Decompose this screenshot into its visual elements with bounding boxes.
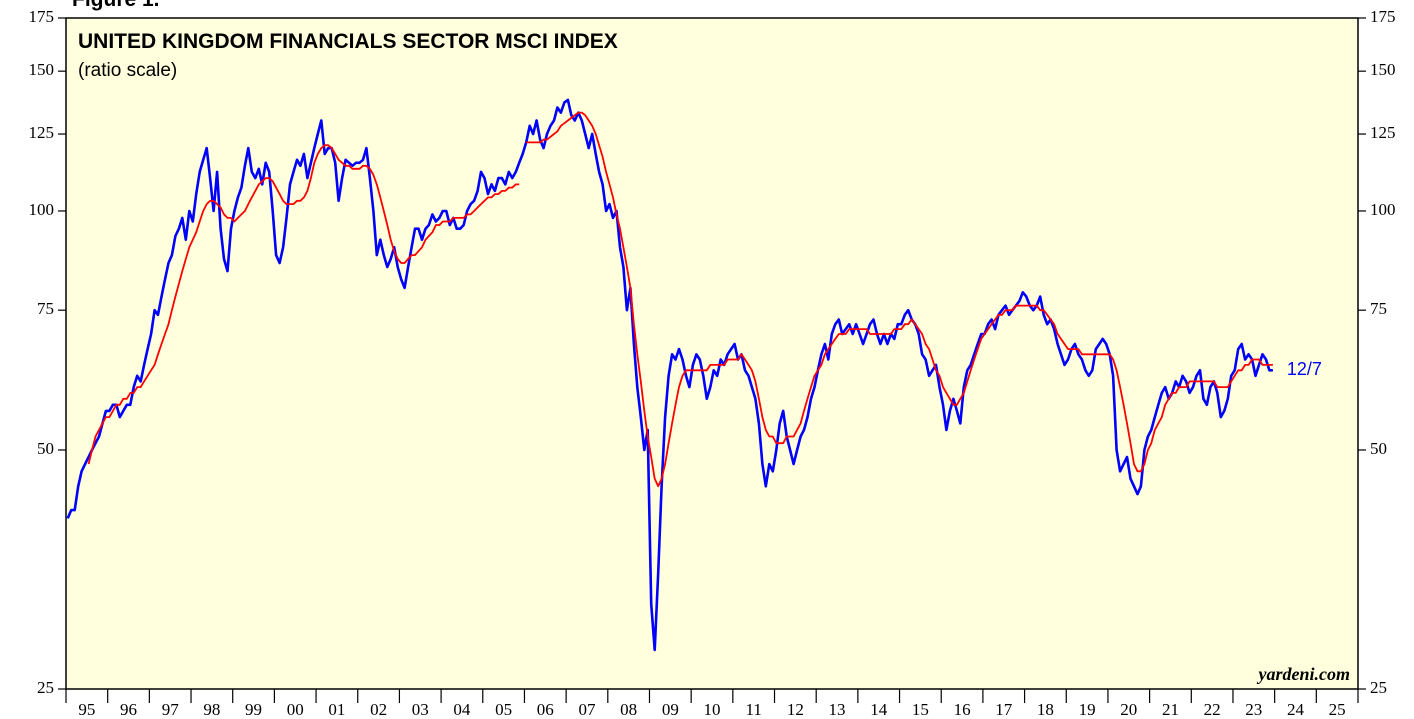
- y-tick-label: 125: [29, 123, 55, 142]
- y-tick-label: 100: [29, 200, 55, 219]
- x-tick-label: 08: [620, 700, 637, 719]
- y-tick-label: 75: [37, 299, 54, 318]
- x-tick-label: 02: [370, 700, 387, 719]
- x-tick-label: 03: [412, 700, 429, 719]
- y2-tick-label: 175: [1370, 7, 1396, 26]
- x-tick-label: 14: [870, 700, 888, 719]
- series-line: [87, 111, 1273, 488]
- chart-title: UNITED KINGDOM FINANCIALS SECTOR MSCI IN…: [78, 30, 618, 53]
- y2-tick-label: 75: [1370, 299, 1387, 318]
- x-tick-label: 21: [1162, 700, 1179, 719]
- y2-tick-label: 25: [1370, 678, 1387, 697]
- x-tick-label: 15: [912, 700, 929, 719]
- y2-tick-label: 50: [1370, 439, 1387, 458]
- x-tick-label: 10: [704, 700, 721, 719]
- x-tick-label: 24: [1287, 700, 1305, 719]
- y2-tick-label: 150: [1370, 60, 1396, 79]
- x-tick-label: 12: [787, 700, 804, 719]
- x-tick-label: 17: [995, 700, 1013, 719]
- x-tick-label: 06: [537, 700, 554, 719]
- x-tick-label: 23: [1245, 700, 1262, 719]
- x-tick-label: 18: [1037, 700, 1054, 719]
- annotation: 12/7: [1287, 359, 1322, 379]
- x-tick-label: 20: [1120, 700, 1137, 719]
- y-tick-label: 175: [29, 7, 55, 26]
- y-tick-label: 150: [29, 60, 55, 79]
- x-tick-label: 96: [120, 700, 137, 719]
- x-tick-label: 16: [954, 700, 971, 719]
- source: yardeni.com: [1257, 664, 1351, 684]
- x-tick-label: 05: [495, 700, 512, 719]
- x-tick-label: 22: [1204, 700, 1221, 719]
- x-tick-label: 25: [1329, 700, 1346, 719]
- x-tick-label: 19: [1079, 700, 1096, 719]
- x-tick-label: 00: [287, 700, 304, 719]
- chart-subtitle: (ratio scale): [78, 60, 177, 81]
- y-tick-label: 25: [37, 678, 54, 697]
- x-tick-label: 13: [829, 700, 846, 719]
- x-tick-label: 98: [203, 700, 220, 719]
- x-tick-label: 07: [578, 700, 596, 719]
- x-tick-label: 01: [328, 700, 345, 719]
- plot-area: [65, 17, 1359, 690]
- x-tick-label: 99: [245, 700, 262, 719]
- x-tick-label: 95: [78, 700, 95, 719]
- figure-label: Figure 1.: [72, 0, 160, 11]
- x-tick-label: 11: [745, 700, 761, 719]
- y2-tick-label: 125: [1370, 123, 1396, 142]
- y2-tick-label: 100: [1370, 200, 1396, 219]
- y-tick-label: 50: [37, 439, 54, 458]
- x-tick-label: 09: [662, 700, 679, 719]
- x-tick-label: 04: [453, 700, 471, 719]
- x-tick-label: 97: [162, 700, 180, 719]
